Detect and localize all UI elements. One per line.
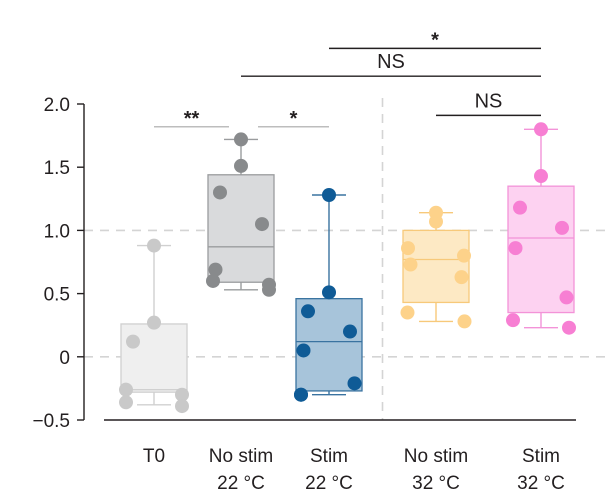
data-point: [294, 387, 308, 402]
data-point: [347, 376, 362, 391]
data-point: [213, 185, 227, 200]
y-tick-label: 0: [59, 348, 70, 369]
data-point: [403, 257, 418, 272]
data-point: [559, 290, 574, 305]
data-point: [296, 343, 311, 358]
significance-label: *: [431, 29, 439, 51]
data-point: [175, 387, 189, 402]
data-point: [343, 324, 357, 339]
data-point: [506, 313, 520, 328]
data-point: [175, 399, 189, 414]
data-point: [147, 238, 161, 253]
data-point: [454, 270, 469, 285]
significance-label: *: [290, 108, 298, 130]
significance-label: **: [184, 108, 200, 130]
significance-label: NS: [377, 51, 405, 73]
data-point: [457, 248, 471, 263]
category-label: T0: [143, 446, 165, 467]
box-rect: [402, 229, 470, 304]
significance-label: NS: [475, 90, 503, 112]
data-point: [255, 217, 269, 232]
category-label-line2: 32 °C: [517, 473, 565, 494]
data-point: [262, 282, 276, 297]
data-point: [401, 241, 415, 256]
box-rect: [120, 323, 188, 393]
data-point: [147, 315, 161, 330]
data-point: [234, 158, 248, 173]
data-point: [508, 241, 523, 256]
data-point: [322, 285, 336, 300]
category-label: Stim: [310, 446, 348, 467]
category-label: No stim: [404, 446, 468, 467]
category-label-line2: 22 °C: [217, 473, 265, 494]
data-point: [555, 220, 569, 235]
data-point: [457, 314, 472, 329]
y-tick-label: 0.5: [44, 285, 70, 306]
data-point: [119, 395, 133, 410]
y-tick-label: −0.5: [32, 411, 70, 432]
data-point: [126, 334, 140, 349]
data-point: [119, 382, 133, 397]
category-label-line2: 22 °C: [305, 473, 353, 494]
data-point: [429, 214, 443, 229]
y-tick-label: 2.0: [44, 95, 70, 116]
y-tick-label: 1.0: [44, 221, 70, 242]
data-point: [513, 200, 527, 215]
data-point: [534, 122, 548, 137]
data-point: [400, 305, 415, 320]
category-label: No stim: [209, 446, 273, 467]
data-point: [562, 320, 576, 335]
data-point: [206, 273, 220, 288]
category-label: Stim: [522, 446, 560, 467]
data-point: [534, 169, 548, 184]
data-point: [301, 304, 315, 319]
data-point: [234, 132, 248, 147]
data-point: [208, 262, 223, 277]
y-tick-label: 1.5: [44, 158, 70, 179]
category-label-line2: 32 °C: [412, 473, 460, 494]
data-point: [322, 188, 336, 203]
